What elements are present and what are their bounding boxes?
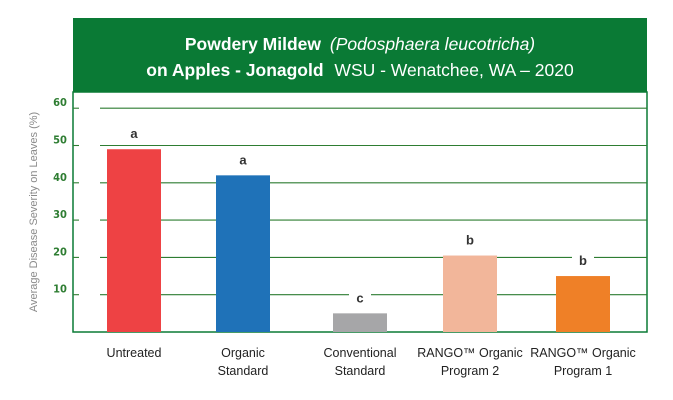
gridlines [100,107,647,296]
significance-label: a [239,152,247,167]
bar [556,276,610,332]
x-category-label: Standard [335,364,386,378]
chart-title-line-2: on Apples - Jonagold WSU - Wenatchee, WA… [146,60,574,80]
y-tick-label: 20 [53,245,67,258]
significance-label: a [130,126,138,141]
significance-label-bg [232,152,254,170]
chart-title-line-2-bold: on Apples - Jonagold [146,60,323,80]
y-tick-label: 60 [53,96,67,109]
x-category-label: Program 2 [441,364,499,378]
chart-title-line-2-normal: WSU - Wenatchee, WA – 2020 [334,60,574,80]
significance-labels: a a c b b [123,126,594,308]
significance-label: b [466,233,474,248]
x-axis-labels: Untreated Organic Standard Conventional Stan… [107,346,636,378]
bar [107,149,161,332]
significance-label-bg [349,290,371,308]
significance-label-bg [123,126,145,144]
x-category-label: Untreated [107,346,162,360]
chart-title-banner [73,18,647,92]
y-tick-label: 30 [53,208,67,221]
y-tick-label: 50 [53,134,67,147]
chart-title-line-1-bold: Powdery Mildew [185,34,322,54]
significance-label: c [356,290,363,305]
bar [443,255,497,332]
significance-label-bg [572,253,594,271]
chart-title-line-1-italic: (Podosphaera leucotricha) [330,34,535,54]
chart-title-line-1: Powdery Mildew (Podosphaera leucotricha) [185,34,535,54]
x-category-label: Program 1 [554,364,612,378]
y-tick-label: 40 [53,171,67,184]
x-category-label: RANGO™ Organic [530,346,636,360]
significance-label-bg [459,232,481,250]
x-category-label: RANGO™ Organic [417,346,523,360]
x-category-label: Organic [221,346,265,360]
bar [333,313,387,332]
significance-label: b [579,253,587,268]
y-axis-label: Average Disease Severity on Leaves (%) [28,112,40,312]
y-tick-label: 10 [53,283,67,296]
bar [216,175,270,332]
y-axis-ticks: 10 20 30 40 50 60 [53,96,79,296]
x-category-label: Standard [218,364,269,378]
bars [107,149,610,332]
x-category-label: Conventional [324,346,397,360]
